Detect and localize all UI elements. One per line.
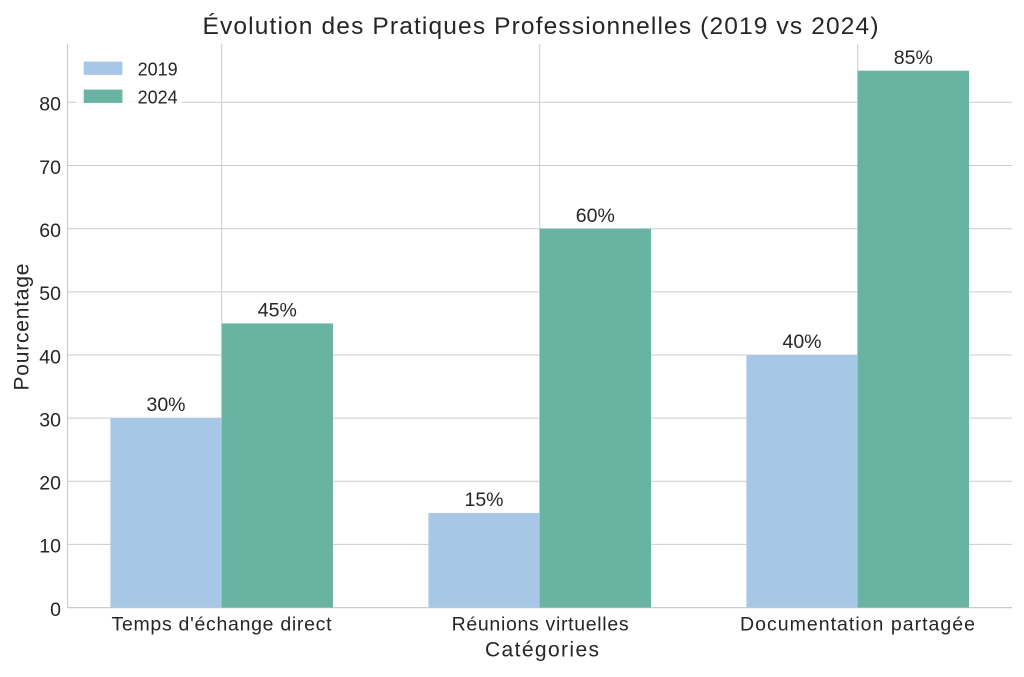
svg-text:85%: 85%	[894, 47, 933, 69]
svg-text:40%: 40%	[783, 331, 822, 353]
svg-text:30%: 30%	[147, 394, 186, 416]
svg-text:2019: 2019	[138, 60, 178, 80]
svg-text:50: 50	[39, 283, 61, 305]
svg-text:15%: 15%	[465, 489, 504, 511]
svg-text:2024: 2024	[138, 88, 178, 108]
svg-text:Pourcentage: Pourcentage	[11, 264, 34, 391]
svg-text:45%: 45%	[258, 300, 297, 322]
svg-text:Temps d'échange direct: Temps d'échange direct	[112, 613, 333, 635]
svg-text:0: 0	[50, 599, 61, 621]
svg-text:60: 60	[39, 220, 61, 242]
svg-text:10: 10	[39, 536, 61, 558]
svg-text:40: 40	[39, 346, 61, 368]
svg-text:30: 30	[39, 409, 61, 431]
svg-text:80: 80	[39, 94, 61, 116]
svg-text:Réunions virtuelles: Réunions virtuelles	[452, 613, 629, 635]
svg-text:Documentation partagée: Documentation partagée	[740, 613, 975, 635]
svg-text:20: 20	[39, 473, 61, 495]
svg-text:70: 70	[39, 157, 61, 179]
svg-text:60%: 60%	[576, 205, 615, 227]
svg-text:Catégories: Catégories	[485, 639, 599, 662]
svg-text:Évolution des Pratiques Profes: Évolution des Pratiques Professionnelles…	[203, 13, 879, 40]
